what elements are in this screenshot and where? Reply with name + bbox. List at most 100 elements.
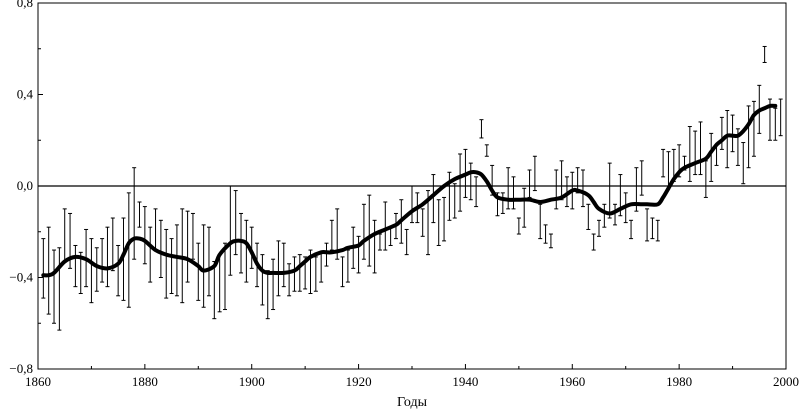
error-bar	[174, 224, 179, 297]
error-bar	[116, 244, 121, 297]
error-bar	[142, 206, 147, 265]
error-bar	[297, 254, 302, 292]
error-bar	[329, 219, 334, 251]
y-tick-label: −0,8	[9, 361, 33, 376]
error-bar	[629, 219, 634, 240]
x-tick-label: 1880	[132, 374, 158, 389]
error-bar	[41, 238, 46, 299]
error-bar	[730, 114, 735, 153]
error-bar	[645, 208, 650, 242]
error-bar	[94, 247, 99, 292]
x-tick-label: 1960	[559, 374, 585, 389]
error-bar	[580, 169, 585, 208]
y-tick-label: 0,0	[17, 178, 33, 193]
error-bar	[105, 226, 110, 288]
error-bar	[287, 263, 292, 297]
error-bar	[554, 169, 559, 210]
error-bar	[650, 217, 655, 240]
error-bar	[436, 199, 441, 246]
error-bar	[265, 270, 270, 320]
error-bar	[239, 212, 244, 274]
x-axis-label: Годы	[397, 395, 428, 410]
x-axis-ticks: 1860 1880 1900 1920 1940 1960 1980 2000	[25, 364, 799, 389]
error-bar	[511, 176, 516, 210]
x-tick-label: 1900	[239, 374, 265, 389]
error-bar	[516, 217, 521, 235]
error-bar	[212, 260, 217, 320]
error-bar	[762, 45, 767, 63]
error-bar	[431, 174, 436, 224]
error-bar	[233, 190, 238, 256]
error-bar	[500, 192, 505, 214]
error-bar	[442, 196, 447, 242]
error-bar	[548, 233, 553, 249]
error-bar	[725, 110, 730, 169]
error-bar	[367, 194, 372, 267]
error-bar	[132, 167, 137, 260]
x-tick-label: 1860	[25, 374, 51, 389]
error-bar	[661, 148, 666, 178]
error-bar	[100, 238, 105, 283]
error-bar	[201, 224, 206, 308]
error-bar	[506, 167, 511, 210]
error-bar	[687, 126, 692, 182]
error-bar	[452, 183, 457, 219]
y-tick-label: −0,4	[9, 270, 33, 285]
error-bar	[591, 233, 596, 251]
error-bar	[597, 219, 601, 237]
error-bar	[271, 258, 276, 311]
error-bar	[319, 251, 324, 283]
error-bar	[110, 217, 115, 272]
error-bar	[185, 210, 190, 283]
error-bar	[741, 142, 746, 185]
error-bar	[62, 208, 67, 262]
error-bar	[206, 226, 211, 297]
error-bar	[468, 162, 473, 201]
error-bar	[613, 203, 618, 226]
error-bar	[244, 219, 249, 283]
error-bar	[543, 224, 548, 244]
smoothed-series-line	[41, 103, 778, 278]
error-bar	[196, 242, 201, 301]
error-bar	[538, 203, 543, 240]
error-bar	[719, 116, 724, 150]
error-bar	[292, 256, 297, 292]
error-bar	[158, 219, 163, 278]
error-bar	[639, 160, 644, 196]
error-bar	[169, 238, 174, 295]
error-bar	[46, 226, 51, 315]
error-bar	[249, 226, 254, 269]
error-bar	[313, 256, 318, 292]
error-bar	[260, 254, 265, 306]
error-bar	[281, 242, 286, 288]
error-bar	[479, 119, 484, 139]
error-bar	[709, 132, 714, 182]
error-bar	[164, 228, 169, 299]
y-axis-ticks: −0,8 −0,4 0,0 0,4 0,8	[9, 0, 43, 376]
error-bar	[57, 247, 62, 331]
error-bar	[607, 162, 612, 219]
error-bar	[586, 203, 591, 230]
error-bar	[340, 256, 345, 288]
error-bar	[148, 226, 153, 283]
x-tick-label: 1980	[666, 374, 692, 389]
x-tick-label: 2000	[773, 374, 799, 389]
error-bar	[324, 242, 329, 267]
error-bars	[41, 45, 783, 331]
error-bar	[153, 208, 158, 251]
error-bar	[532, 155, 537, 192]
error-bar	[778, 98, 783, 137]
error-bar	[420, 208, 425, 237]
error-bar	[773, 107, 778, 141]
error-bar	[377, 233, 382, 251]
error-bar	[52, 249, 57, 324]
error-bar	[356, 235, 361, 274]
error-bar	[345, 249, 350, 283]
x-tick-label: 1920	[346, 374, 372, 389]
error-bar	[361, 203, 366, 260]
error-bar	[217, 254, 222, 313]
error-bar	[180, 208, 185, 304]
error-bar	[126, 192, 131, 308]
error-bar	[383, 201, 388, 251]
